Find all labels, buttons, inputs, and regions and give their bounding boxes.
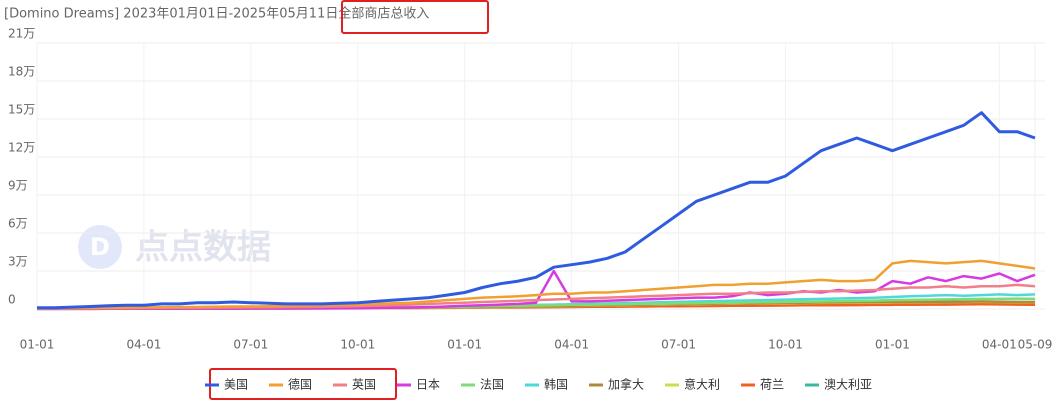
chart-title: [Domino Dreams] 2023年01月01日-2025年05月11日全…: [4, 6, 429, 22]
x-tick-label: 05-09: [1018, 338, 1053, 352]
x-tick-label: 07-01: [233, 338, 268, 352]
legend-item: 韩国: [525, 377, 568, 392]
legend-label: 加拿大: [608, 377, 644, 392]
x-tick-label: 01-01: [875, 338, 910, 352]
legend-item: 德国: [269, 377, 312, 392]
x-tick-label: 01-01: [447, 338, 482, 352]
y-tick-label: 9万: [8, 179, 28, 193]
legend-item: 意大利: [665, 377, 720, 392]
legend-label: 德国: [288, 377, 312, 392]
legend-item: 美国: [205, 378, 248, 392]
legend-label: 法国: [480, 378, 504, 392]
legend: 美国 德国 英国 日本 法国 韩国 加拿大 意大利 荷兰 澳大利亚: [205, 377, 872, 392]
legend-label: 韩国: [544, 377, 568, 392]
x-tick-label: 07-01: [661, 338, 696, 352]
y-tick-label: 15万: [8, 103, 35, 117]
legend-item: 加拿大: [589, 377, 644, 392]
y-tick-label: 12万: [8, 141, 35, 155]
x-tick-label: 04-01: [982, 338, 1017, 352]
legend-label: 英国: [352, 378, 376, 392]
highlight-box: [341, 0, 489, 34]
y-tick-label: 18万: [8, 65, 35, 79]
legend-item: 荷兰: [741, 378, 784, 392]
y-tick-label: 6万: [8, 217, 28, 231]
legend-item: 澳大利亚: [805, 378, 872, 392]
series-line: [37, 111, 1036, 310]
x-tick-label: 10-01: [768, 338, 803, 352]
legend-label: 日本: [416, 378, 440, 392]
legend-item: 英国: [333, 378, 376, 392]
watermark: 点点数据: [135, 228, 271, 268]
series-line: [36, 259, 1036, 310]
y-tick-label: 21万: [8, 27, 35, 41]
legend-item: 法国: [461, 378, 504, 392]
y-tick-label: 0: [8, 293, 16, 307]
legend-label: 澳大利亚: [824, 378, 872, 392]
y-tick-label: 3万: [8, 255, 28, 269]
legend-label: 荷兰: [760, 378, 784, 392]
watermark-logo: D: [78, 225, 122, 269]
x-tick-label: 10-01: [340, 338, 375, 352]
legend-item: 日本: [397, 378, 440, 392]
legend-label: 意大利: [684, 377, 720, 392]
legend-label: 美国: [224, 378, 248, 392]
logo-glyph: D: [90, 233, 110, 261]
x-tick-label: 04-01: [126, 338, 161, 352]
x-tick-label: 04-01: [554, 338, 589, 352]
x-tick-label: 01-01: [20, 338, 55, 352]
